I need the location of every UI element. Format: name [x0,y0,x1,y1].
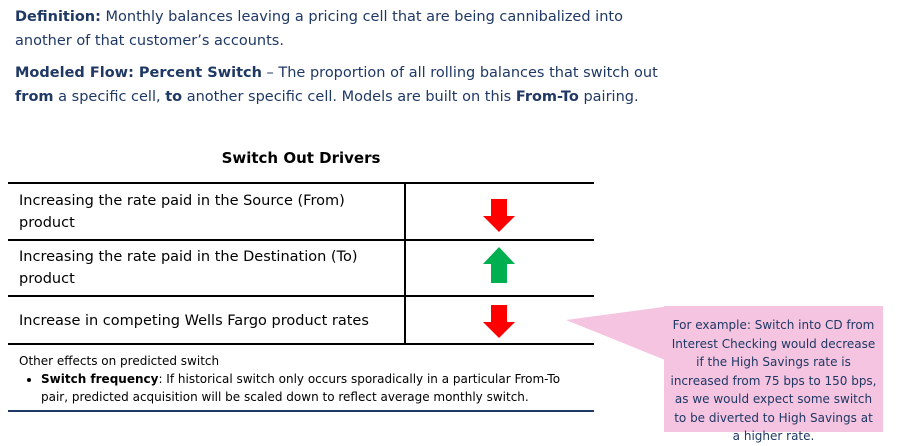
table-column-divider [404,183,406,344]
modeled-flow-label: Modeled Flow: Percent Switch [15,65,262,81]
modeled-flow-text-1: – The proportion of all rolling balances… [261,65,658,81]
definition-label: Definition: [15,9,101,25]
bottom-rule [8,410,594,412]
table-rule-bottom [8,343,594,345]
table-row-1-label: Increasing the rate paid in the Source (… [19,193,345,231]
arrow-down-icon [483,305,515,338]
modeled-flow-to: to [165,89,183,105]
switch-frequency-text: : If historical switch only occurs spora… [41,372,561,404]
switch-frequency-label: Switch frequency [41,372,159,386]
list-item: Switch frequency: If historical switch o… [41,370,579,406]
table-rule-1 [8,239,594,241]
table-row-2-label: Increasing the rate paid in the Destinat… [19,249,358,287]
arrow-down-icon [483,199,515,232]
modeled-flow-text-2: a specific cell, [53,89,166,105]
modeled-flow-pairing: From-To [515,89,579,105]
arrow-up-icon [483,247,515,283]
other-effects: Other effects on predicted switch Switch… [19,352,579,406]
callout-box: For example: Switch into CD from Interes… [664,306,883,443]
other-effects-heading: Other effects on predicted switch [19,354,220,368]
modeled-flow-paragraph: Modeled Flow: Percent Switch – The propo… [15,61,675,109]
definition-text: Monthly balances leaving a pricing cell … [15,9,623,49]
table-title: Switch Out Drivers [221,149,381,167]
modeled-flow-from: from [15,89,54,105]
other-effects-list: Switch frequency: If historical switch o… [19,370,579,406]
table-rule-top [8,182,594,184]
modeled-flow-text-4: pairing. [578,89,639,105]
table-row-3-label: Increase in competing Wells Fargo produc… [19,313,369,329]
table-rule-2 [8,295,594,297]
modeled-flow-text-3: another specific cell. Models are built … [182,89,516,105]
definition-paragraph: Definition: Monthly balances leaving a p… [15,5,675,53]
